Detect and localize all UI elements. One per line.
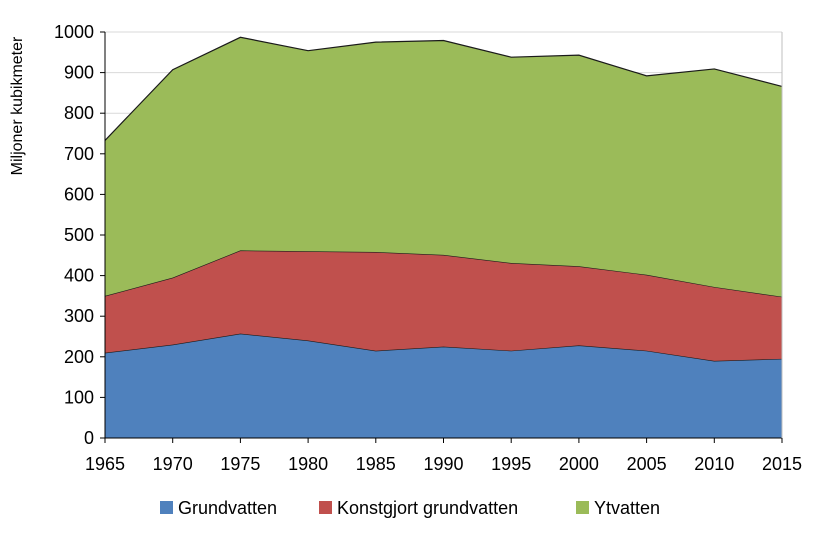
y-tick-label: 100 — [64, 387, 94, 407]
legend-swatch — [160, 501, 173, 514]
x-axis-ticks: 1965 1970 1975 1980 1985 1990 1995 2000 2005 2010… — [85, 438, 802, 474]
area-konstgjort-grundvatten — [105, 250, 782, 361]
x-tick-label: 1985 — [356, 454, 396, 474]
x-tick-label: 2005 — [627, 454, 667, 474]
y-tick-label: 1000 — [54, 22, 94, 42]
legend: Grundvatten Konstgjort grundvatten Ytvatte… — [160, 498, 660, 518]
y-tick-label: 300 — [64, 306, 94, 326]
legend-swatch — [319, 501, 332, 514]
y-tick-label: 800 — [64, 103, 94, 123]
x-tick-label: 1965 — [85, 454, 125, 474]
x-tick-label: 2000 — [559, 454, 599, 474]
x-tick-label: 1995 — [491, 454, 531, 474]
x-tick-label: 2010 — [694, 454, 734, 474]
y-tick-label: 200 — [64, 347, 94, 367]
area-grundvatten — [105, 333, 782, 438]
legend-swatch — [576, 501, 589, 514]
y-tick-label: 500 — [64, 225, 94, 245]
x-tick-label: 1970 — [153, 454, 193, 474]
y-tick-label: 400 — [64, 266, 94, 286]
legend-label: Ytvatten — [594, 498, 660, 518]
x-tick-label: 1980 — [288, 454, 328, 474]
legend-label: Konstgjort grundvatten — [337, 498, 518, 518]
x-tick-label: 1975 — [220, 454, 260, 474]
x-tick-label: 2015 — [762, 454, 802, 474]
series-areas — [104, 36, 783, 438]
y-tick-label: 600 — [64, 184, 94, 204]
legend-label: Grundvatten — [178, 498, 277, 518]
y-axis-label: Miljoner kubikmeter — [9, 36, 26, 175]
y-axis-ticks: 0 100 200 300 400 500 600 700 800 900 1000 — [54, 22, 105, 448]
series-boundary-line — [104, 36, 783, 141]
x-tick-label: 1990 — [423, 454, 463, 474]
y-tick-label: 0 — [84, 428, 94, 448]
area-ytvatten — [105, 37, 782, 297]
y-tick-label: 900 — [64, 63, 94, 83]
y-tick-label: 700 — [64, 144, 94, 164]
